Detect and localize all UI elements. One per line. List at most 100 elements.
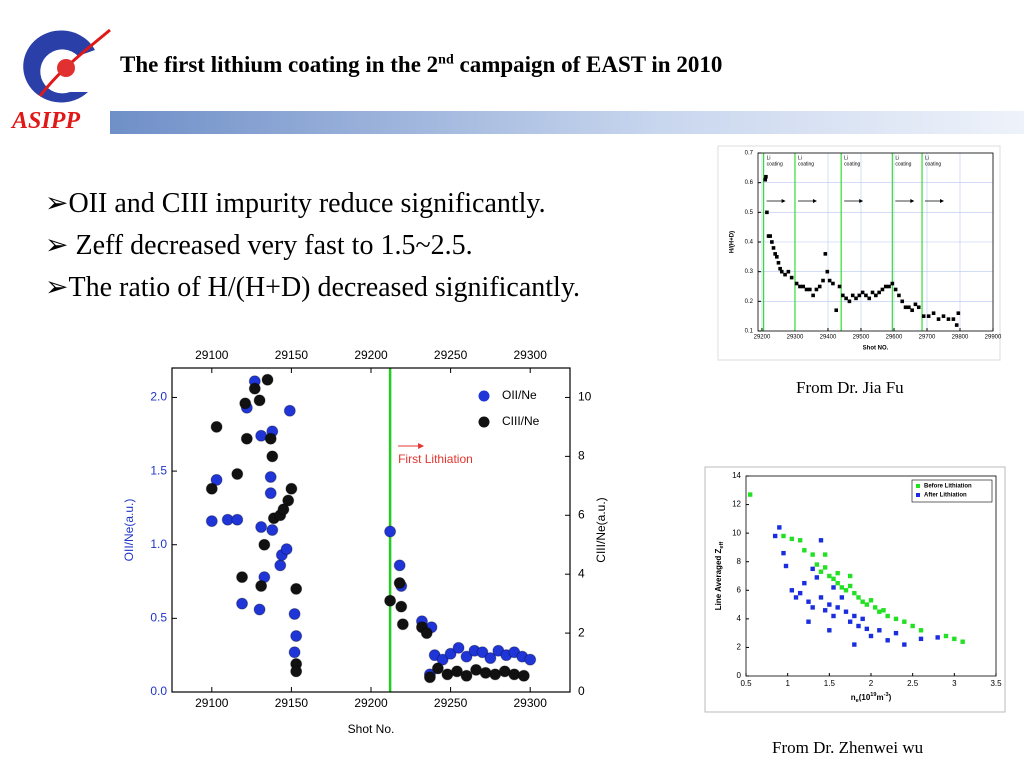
- point: [910, 308, 914, 313]
- point: [804, 287, 809, 292]
- label-part: eff: [719, 542, 725, 549]
- point: [883, 284, 888, 289]
- x-tick-label: 29100: [195, 696, 229, 710]
- point: [384, 525, 397, 538]
- y-tick-label: 0.5: [150, 611, 167, 625]
- point: [814, 575, 820, 580]
- point: [460, 669, 473, 682]
- annotation: coating: [925, 161, 941, 167]
- slide-title: The first lithium coating in the 2nd cam…: [120, 52, 722, 78]
- y-tick-label: 1.0: [150, 537, 167, 551]
- point: [916, 305, 921, 310]
- point: [253, 394, 266, 407]
- x-tick-label: 1: [785, 679, 790, 688]
- point: [864, 626, 870, 632]
- point: [395, 600, 408, 613]
- point: [231, 513, 244, 526]
- point: [290, 630, 303, 643]
- annotation: coating: [767, 161, 783, 167]
- y-tick-label: 0.3: [745, 269, 754, 275]
- point: [280, 543, 293, 556]
- point: [860, 290, 865, 295]
- point: [907, 305, 911, 310]
- point: [258, 538, 271, 551]
- y2-tick-label: 10: [578, 390, 592, 404]
- point: [902, 642, 907, 647]
- y-tick-label: 0: [737, 671, 742, 680]
- annotation-arrowhead: [781, 199, 786, 203]
- point: [484, 652, 497, 665]
- point: [210, 473, 223, 486]
- point: [264, 432, 277, 445]
- y-tick-label: 12: [732, 500, 741, 509]
- point: [868, 633, 874, 639]
- label-part: Line Averaged Z: [714, 548, 723, 610]
- point: [834, 308, 839, 313]
- point: [797, 538, 803, 543]
- point: [236, 597, 249, 610]
- point: [852, 613, 857, 619]
- legend-marker: [916, 493, 920, 497]
- point: [264, 470, 277, 483]
- annotation: First Lithiation: [398, 452, 473, 466]
- point: [831, 281, 835, 286]
- x-tick-label: 29900: [985, 335, 1002, 341]
- point: [783, 563, 789, 569]
- point: [910, 623, 915, 629]
- logo-text: ASIPP: [12, 108, 81, 134]
- point: [768, 234, 773, 238]
- point: [960, 639, 965, 644]
- point: [814, 287, 819, 292]
- annotation-arrowhead: [940, 199, 945, 203]
- y-tick-label: 0.7: [745, 151, 754, 157]
- y-tick-label: 10: [732, 528, 741, 537]
- point: [903, 305, 908, 310]
- point: [902, 619, 907, 624]
- bullet: ➢The ratio of H/(H+D) decreased signific…: [45, 272, 581, 303]
- point: [847, 619, 853, 624]
- point: [877, 628, 882, 633]
- x-tick-label: 29300: [787, 335, 804, 341]
- point: [847, 573, 853, 579]
- point: [831, 613, 836, 619]
- point: [943, 633, 949, 639]
- point: [954, 323, 959, 327]
- point: [283, 404, 296, 417]
- annotation-arrowhead: [910, 199, 915, 203]
- point: [839, 595, 845, 600]
- annotation-arrowhead: [812, 199, 817, 203]
- label-part: ): [889, 693, 892, 702]
- axis-label: Shot NO.: [863, 346, 889, 352]
- axis-label: Shot No.: [348, 722, 395, 736]
- point: [854, 296, 858, 301]
- point: [789, 275, 794, 280]
- point: [941, 314, 946, 318]
- point: [277, 503, 290, 516]
- point: [822, 608, 828, 613]
- point: [765, 210, 769, 215]
- point: [393, 577, 406, 590]
- y-tick-label: 2.0: [150, 390, 167, 404]
- point: [808, 287, 812, 292]
- x2-tick-label: 29150: [275, 348, 309, 362]
- y2-tick-label: 6: [578, 507, 585, 521]
- point: [789, 588, 795, 593]
- y-tick-label: 2: [737, 643, 742, 652]
- point: [814, 562, 820, 567]
- point: [266, 450, 279, 463]
- point: [460, 650, 473, 663]
- label-part: (10: [859, 693, 871, 702]
- y-tick-label: 4: [737, 614, 742, 623]
- point: [255, 579, 268, 592]
- point: [860, 599, 865, 604]
- point: [936, 317, 941, 321]
- point: [248, 382, 261, 395]
- point: [835, 570, 840, 576]
- x-tick-label: 2.5: [907, 679, 919, 688]
- point: [778, 266, 782, 271]
- point: [806, 619, 811, 624]
- y-tick-label: 14: [732, 471, 741, 480]
- point: [798, 284, 802, 289]
- point: [282, 494, 295, 507]
- y-tick-label: 0.1: [745, 329, 754, 335]
